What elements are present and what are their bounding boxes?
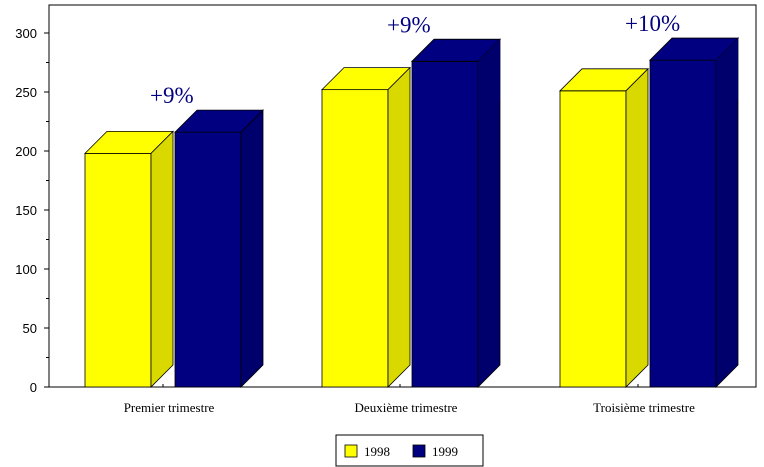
bar-side-overlay xyxy=(478,39,500,122)
x-tick-label: Deuxième trimestre xyxy=(355,400,458,415)
y-tick-label: 50 xyxy=(23,321,37,336)
bar-side-overlay xyxy=(716,38,738,121)
y-tick-label: 150 xyxy=(15,203,37,218)
percent-change-label: +9% xyxy=(150,83,194,108)
legend-label-1998: 1998 xyxy=(364,444,390,459)
y-axis: 0 50 100 150 200 250 300 xyxy=(15,26,49,395)
bar-side xyxy=(387,66,411,388)
bar-1999-1 xyxy=(411,38,501,388)
bar-front xyxy=(649,59,717,388)
y-tick-label: 100 xyxy=(15,262,37,277)
bar-1998-1 xyxy=(321,66,411,388)
bar-front xyxy=(559,90,627,388)
x-axis-labels: Premier trimestre Deuxième trimestre Trois… xyxy=(124,384,695,415)
bar-side xyxy=(150,130,174,388)
legend-swatch-1998 xyxy=(344,444,358,458)
y-tick-label: 250 xyxy=(15,85,37,100)
y-tick-label: 300 xyxy=(15,26,37,41)
bar-1998-2 xyxy=(559,67,649,388)
bar-front xyxy=(174,131,242,388)
legend-label-1999: 1999 xyxy=(432,444,458,459)
plot-border xyxy=(48,4,757,388)
x-tick-label: Troisième trimestre xyxy=(593,400,695,415)
bar-front xyxy=(84,152,152,388)
bar-1998-0 xyxy=(84,130,174,388)
x-tick-label: Premier trimestre xyxy=(124,400,215,415)
bar-1999-0 xyxy=(174,109,264,388)
bar-front xyxy=(321,89,389,388)
legend-swatch-1999 xyxy=(412,444,426,458)
bar-overlay-1 xyxy=(411,38,501,122)
plot-frame xyxy=(48,4,757,388)
y-tick-label: 200 xyxy=(15,144,37,159)
annotations: +9% +9% +10% xyxy=(150,11,739,122)
y-tick-label: 0 xyxy=(30,380,37,395)
bar-front xyxy=(411,60,479,388)
bar-overlay-2 xyxy=(649,37,739,121)
bar-side xyxy=(625,67,649,388)
bar-side xyxy=(240,109,264,388)
legend-box xyxy=(335,434,484,467)
percent-change-label: +9% xyxy=(387,12,431,37)
legend: 1998 1999 xyxy=(335,434,484,467)
percent-change-label: +10% xyxy=(625,11,680,36)
bars xyxy=(84,37,739,388)
